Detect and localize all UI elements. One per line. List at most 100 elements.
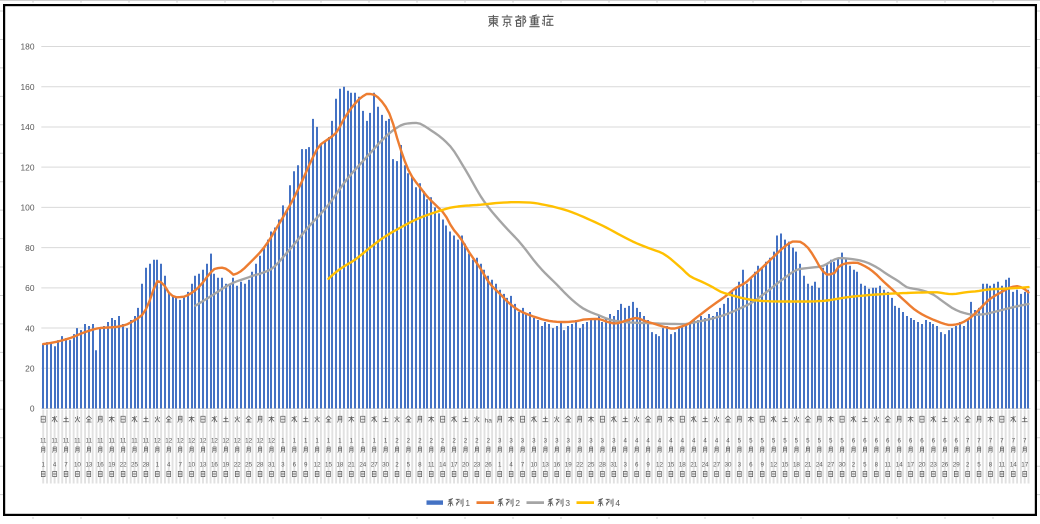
svg-text:11: 11 [884, 461, 891, 468]
svg-text:3: 3 [578, 438, 582, 445]
svg-text:13: 13 [85, 461, 92, 468]
svg-text:1: 1 [498, 461, 502, 468]
svg-text:22: 22 [120, 461, 127, 468]
svg-text:ha: ha [485, 417, 493, 424]
svg-text:19: 19 [108, 461, 115, 468]
svg-text:9: 9 [646, 461, 650, 468]
svg-text:4: 4 [53, 461, 57, 468]
svg-text:7: 7 [1000, 438, 1004, 445]
svg-text:5: 5 [977, 461, 981, 468]
svg-text:5: 5 [806, 438, 810, 445]
svg-text:1: 1 [281, 438, 285, 445]
svg-text:13: 13 [200, 461, 207, 468]
svg-text:9: 9 [760, 461, 764, 468]
svg-text:12: 12 [188, 438, 195, 445]
svg-text:8: 8 [989, 461, 993, 468]
svg-text:4: 4 [692, 438, 696, 445]
svg-text:18: 18 [793, 461, 800, 468]
svg-text:2: 2 [487, 438, 491, 445]
svg-text:1: 1 [465, 498, 470, 508]
svg-text:11: 11 [97, 438, 104, 445]
svg-text:6: 6 [943, 438, 947, 445]
svg-text:12: 12 [314, 461, 321, 468]
svg-text:21: 21 [348, 461, 355, 468]
svg-text:12: 12 [245, 438, 252, 445]
svg-text:25: 25 [588, 461, 595, 468]
svg-text:17: 17 [1021, 461, 1028, 468]
svg-text:16: 16 [211, 461, 218, 468]
svg-text:25: 25 [245, 461, 252, 468]
svg-text:12: 12 [200, 438, 207, 445]
svg-text:2: 2 [475, 438, 479, 445]
svg-text:12: 12 [165, 438, 172, 445]
svg-text:5: 5 [760, 438, 764, 445]
svg-text:6: 6 [932, 438, 936, 445]
svg-text:15: 15 [667, 461, 674, 468]
svg-text:24: 24 [816, 461, 823, 468]
svg-text:19: 19 [222, 461, 229, 468]
svg-text:12: 12 [268, 438, 275, 445]
svg-text:18: 18 [336, 461, 343, 468]
svg-text:21: 21 [690, 461, 697, 468]
svg-text:25: 25 [131, 461, 138, 468]
svg-text:120: 120 [21, 162, 35, 172]
svg-text:8: 8 [418, 461, 422, 468]
svg-text:9: 9 [304, 461, 308, 468]
svg-text:31: 31 [610, 461, 617, 468]
svg-text:6: 6 [749, 461, 753, 468]
svg-text:28: 28 [599, 461, 606, 468]
svg-text:1: 1 [350, 438, 354, 445]
svg-text:21: 21 [804, 461, 811, 468]
svg-text:140: 140 [21, 122, 35, 132]
svg-text:7: 7 [989, 438, 993, 445]
svg-text:11: 11 [143, 438, 150, 445]
svg-text:4: 4 [615, 498, 620, 508]
svg-text:12: 12 [222, 438, 229, 445]
svg-text:7: 7 [64, 461, 68, 468]
svg-text:20: 20 [919, 461, 926, 468]
svg-text:6: 6 [920, 438, 924, 445]
svg-text:20: 20 [462, 461, 469, 468]
svg-text:12: 12 [154, 438, 161, 445]
svg-text:11: 11 [40, 438, 47, 445]
svg-text:4: 4 [623, 438, 627, 445]
svg-text:4: 4 [167, 461, 171, 468]
svg-text:14: 14 [896, 461, 903, 468]
svg-text:5: 5 [818, 438, 822, 445]
svg-text:22: 22 [576, 461, 583, 468]
svg-text:26: 26 [485, 461, 492, 468]
svg-text:11: 11 [108, 438, 115, 445]
svg-text:29: 29 [953, 461, 960, 468]
svg-text:11: 11 [131, 438, 138, 445]
svg-text:4: 4 [658, 438, 662, 445]
svg-text:10: 10 [530, 461, 537, 468]
svg-text:13: 13 [542, 461, 549, 468]
svg-text:2: 2 [395, 438, 399, 445]
svg-text:4: 4 [509, 461, 513, 468]
svg-text:30: 30 [382, 461, 389, 468]
svg-text:1: 1 [384, 438, 388, 445]
svg-text:180: 180 [21, 42, 35, 52]
svg-text:6: 6 [954, 438, 958, 445]
svg-text:26: 26 [941, 461, 948, 468]
svg-text:3: 3 [601, 438, 605, 445]
svg-text:2: 2 [407, 438, 411, 445]
svg-text:3: 3 [521, 438, 525, 445]
svg-text:30: 30 [839, 461, 846, 468]
svg-text:4: 4 [703, 438, 707, 445]
svg-text:5: 5 [840, 438, 844, 445]
svg-text:20: 20 [25, 364, 35, 374]
svg-text:3: 3 [589, 438, 593, 445]
svg-text:2: 2 [429, 438, 433, 445]
svg-text:1: 1 [361, 438, 365, 445]
svg-text:5: 5 [795, 438, 799, 445]
svg-text:1: 1 [41, 461, 45, 468]
svg-text:3: 3 [555, 438, 559, 445]
svg-text:7: 7 [977, 438, 981, 445]
svg-text:6: 6 [897, 438, 901, 445]
svg-text:3: 3 [498, 438, 502, 445]
svg-text:3: 3 [566, 438, 570, 445]
svg-text:3: 3 [532, 438, 536, 445]
svg-text:160: 160 [21, 82, 35, 92]
svg-text:4: 4 [726, 438, 730, 445]
